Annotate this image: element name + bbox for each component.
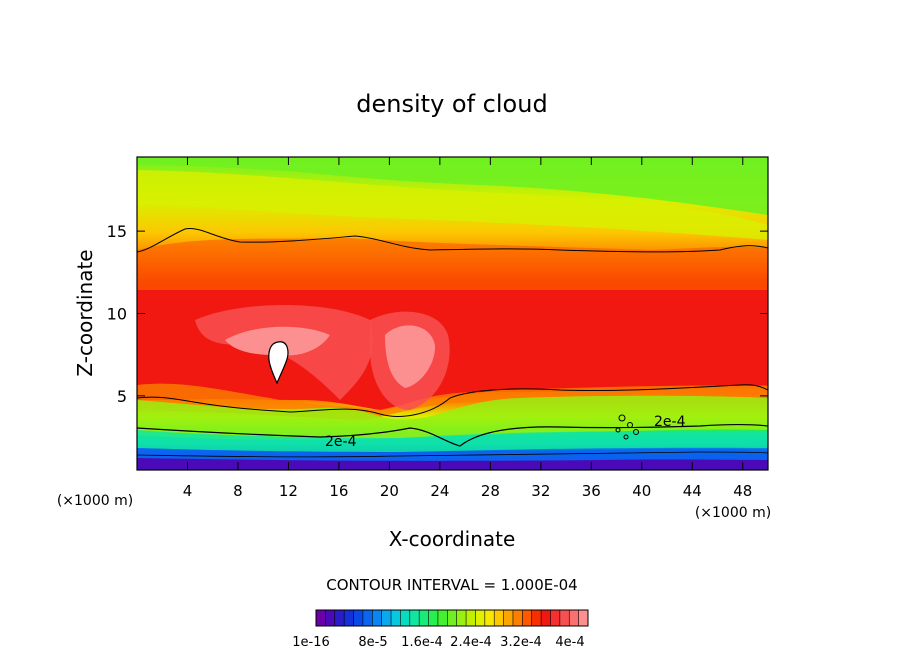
x-tick-label: 28 [481, 482, 500, 500]
contour-label-2e4-left: 2e-4 [325, 434, 357, 450]
colorbar-swatch [325, 610, 336, 626]
field-band-upper-orange [137, 238, 768, 300]
colorbar-swatch [541, 610, 551, 626]
x-unit-label-right: (×1000 m) [695, 505, 771, 521]
colorbar-swatch [466, 610, 476, 626]
y-axis-label: Z-coordinate [73, 249, 97, 376]
x-axis-label: X-coordinate [389, 527, 516, 551]
colorbar-swatch [578, 610, 589, 626]
colorbar-swatch [437, 610, 448, 626]
colorbar-swatch [362, 610, 373, 626]
x-tick-label: 20 [380, 482, 399, 500]
colorbar-swatch [400, 610, 411, 626]
colorbar-swatch [494, 610, 504, 626]
field-band-top-green [137, 157, 768, 215]
colorbar [315, 609, 589, 627]
contour-line-bottom [137, 451, 768, 458]
x-tick-label: 4 [183, 482, 193, 500]
colorbar-swatch [419, 610, 429, 626]
colorbar-swatch [484, 610, 495, 626]
contour-line-speckles [615, 414, 639, 440]
colorbar-swatch [531, 610, 542, 626]
x-tick-label: 12 [279, 482, 298, 500]
colorbar-tick-label: 8e-5 [358, 635, 387, 650]
colorbar-swatch [475, 610, 486, 626]
colorbar-tick-label: 2.4e-4 [450, 635, 492, 650]
colorbar-swatch [559, 610, 570, 626]
field-light-pink-right [385, 325, 436, 388]
colorbar-swatch [456, 610, 467, 626]
colorbar-swatch [447, 610, 458, 626]
field-light-pink-left [225, 326, 330, 356]
colorbar-labels: 1e-16 8e-5 1.6e-4 2.4e-4 3.2e-4 4e-4 [292, 635, 584, 650]
contour-field [137, 157, 768, 470]
colorbar-swatch [409, 610, 420, 626]
x-tick-label: 32 [531, 482, 550, 500]
field-band-yellow [137, 170, 768, 240]
colorbar-swatch [381, 610, 392, 626]
colorbar-tick-label: 1e-16 [292, 635, 330, 650]
contour-line-middle [137, 384, 768, 417]
field-white-blob [268, 341, 289, 385]
colorbar-tick-label: 1.6e-4 [401, 635, 443, 650]
x-tick-label: 24 [430, 482, 449, 500]
colorbar-swatch [503, 610, 514, 626]
y-axis: 5 10 15 [107, 222, 768, 406]
x-tick-label: 40 [632, 482, 651, 500]
colorbar-swatch [428, 610, 439, 626]
x-tick-label: 16 [329, 482, 348, 500]
colorbar-tick-label: 4e-4 [555, 635, 584, 650]
colorbar-swatch [569, 610, 580, 626]
colorbar-swatch [522, 610, 533, 626]
colorbar-swatch [372, 610, 383, 626]
contour-interval-text: CONTOUR INTERVAL = 1.000E-04 [326, 576, 577, 594]
colorbar-swatch [353, 610, 364, 626]
colorbar-swatch [344, 610, 354, 626]
x-tick-label: 36 [582, 482, 601, 500]
contour-line-2e4-lower [137, 423, 768, 447]
y-tick-label: 10 [107, 305, 127, 324]
contour-label-2e4-right: 2e-4 [654, 414, 686, 430]
colorbar-tick-label: 3.2e-4 [500, 635, 542, 650]
y-tick-label: 5 [117, 387, 127, 406]
x-tick-label: 44 [683, 482, 702, 500]
y-tick-label: 15 [107, 222, 127, 241]
colorbar-swatch [550, 610, 561, 626]
field-purple-bottom [137, 458, 768, 470]
x-tick-label: 8 [233, 482, 243, 500]
field-cyan-band [137, 430, 768, 452]
x-unit-label-left: (×1000 m) [57, 493, 133, 509]
colorbar-swatch [334, 610, 345, 626]
chart-title: density of cloud [356, 90, 547, 118]
colorbar-frame [315, 609, 589, 627]
colorbar-swatch [512, 610, 523, 626]
contour-line-upper [137, 228, 768, 253]
field-lower-green-band [137, 395, 768, 440]
x-tick-label: 48 [733, 482, 752, 500]
colorbar-swatch [316, 610, 326, 626]
colorbar-swatch [391, 610, 401, 626]
x-axis: 4 8 12 16 20 24 28 32 36 40 44 48 [183, 157, 752, 500]
